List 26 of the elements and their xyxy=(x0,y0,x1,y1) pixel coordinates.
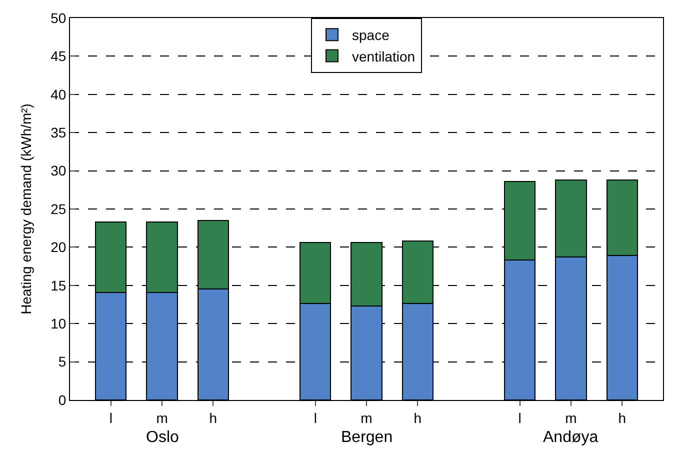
y-tick-label: 20 xyxy=(50,239,66,256)
x-tick-label: l xyxy=(314,410,317,426)
x-tick-label: h xyxy=(414,410,422,426)
y-tick-label: 35 xyxy=(50,124,66,140)
y-tick-label: 5 xyxy=(58,354,66,370)
y-tick-label: 30 xyxy=(50,162,66,179)
y-tick-label: 45 xyxy=(50,48,66,64)
x-tick-label: l xyxy=(518,410,522,426)
y-axis-title: Heating energy demand (kWh/m²) xyxy=(18,104,34,314)
y-tick-label: 50 xyxy=(50,10,66,26)
legend-label: space xyxy=(352,27,390,44)
y-tick-label: 40 xyxy=(50,86,66,102)
x-tick-label: l xyxy=(109,410,112,426)
y-tick-label: 0 xyxy=(58,392,66,408)
x-tick-label: m xyxy=(360,410,372,426)
text: Andøya xyxy=(543,429,598,446)
y-tick-label: 15 xyxy=(50,277,66,294)
y-tick-label: 10 xyxy=(50,316,66,332)
x-tick-label: h xyxy=(618,410,626,426)
legend-label: ventilation xyxy=(352,48,416,64)
text: Oslo xyxy=(146,429,179,446)
y-tick-label: 25 xyxy=(50,200,66,217)
x-tick-label: m xyxy=(565,410,577,426)
x-tick-label: m xyxy=(156,410,168,426)
text: Bergen xyxy=(341,429,393,446)
x-tick-label: h xyxy=(209,410,218,426)
